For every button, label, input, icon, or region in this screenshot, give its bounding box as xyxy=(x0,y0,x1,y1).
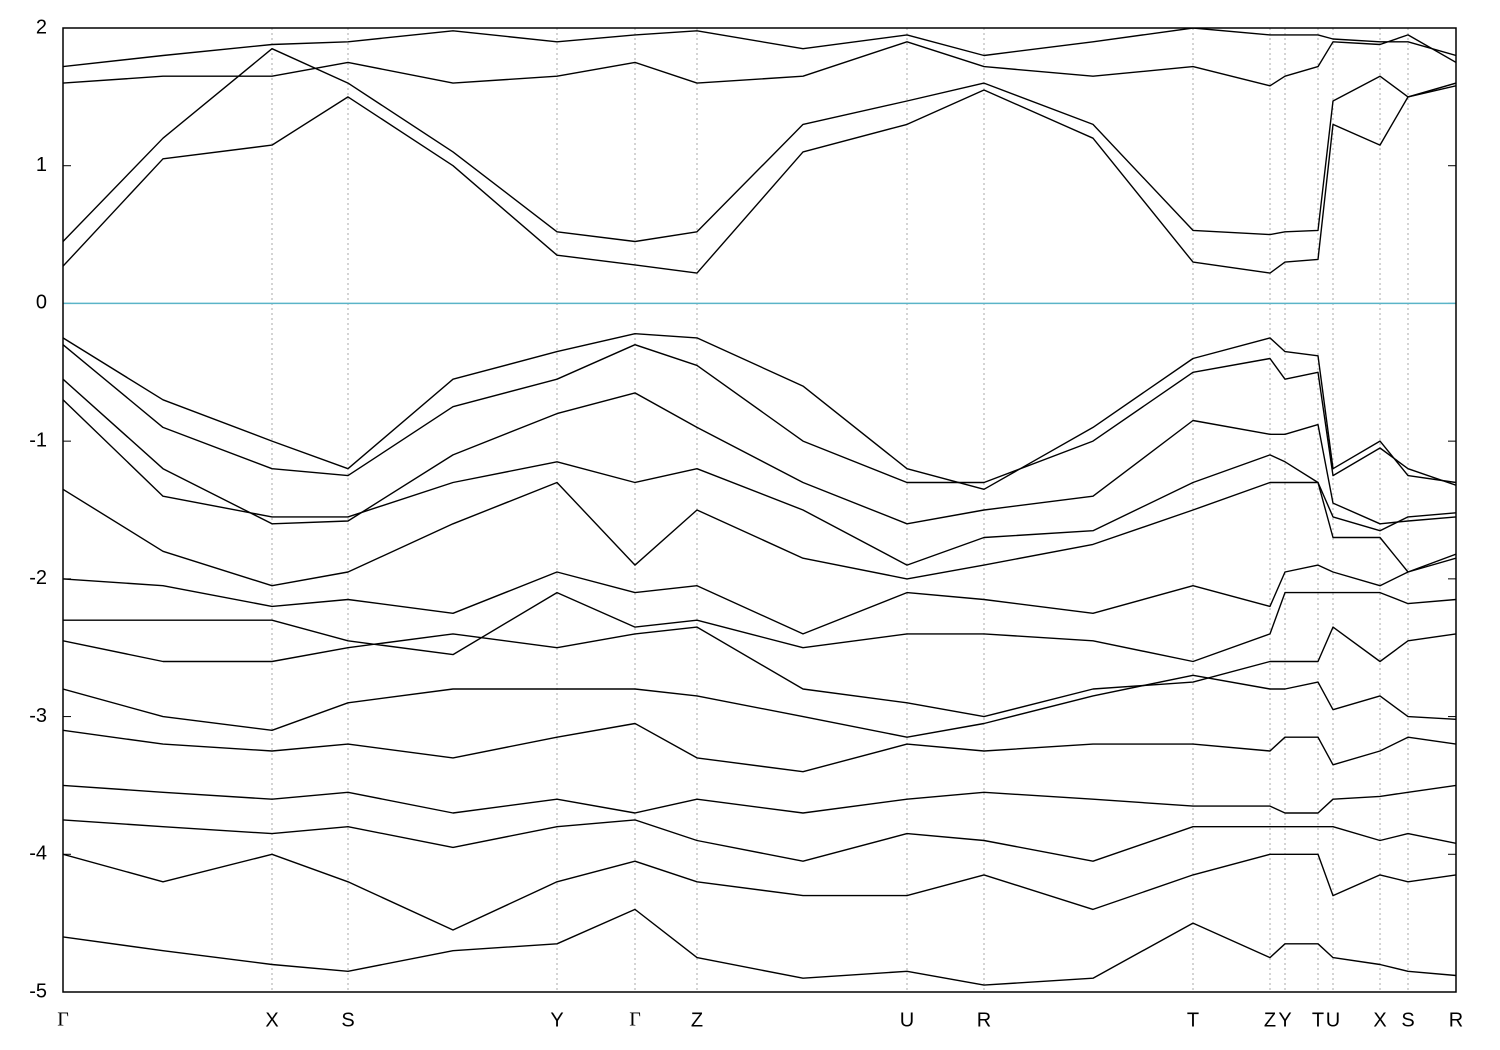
band-line xyxy=(63,481,1456,587)
band-line xyxy=(63,344,1456,486)
y-tick-label: -4 xyxy=(29,843,47,865)
x-tick-label: Γ xyxy=(57,1009,69,1031)
band-line xyxy=(63,853,1456,931)
band-line xyxy=(63,784,1456,814)
plot-frame xyxy=(62,27,1457,993)
x-tick-label: R xyxy=(1449,1009,1463,1031)
y-tick-label: 2 xyxy=(36,16,47,38)
band-line xyxy=(63,85,1456,274)
band-line xyxy=(63,34,1456,87)
x-tick-label: Z xyxy=(691,1009,703,1031)
band-line xyxy=(63,722,1456,773)
x-tick-label: X xyxy=(265,1009,278,1031)
band-line xyxy=(63,674,1456,738)
band-line xyxy=(63,908,1456,986)
x-tick-label: Y xyxy=(550,1009,563,1031)
x-tick-label: Γ xyxy=(629,1009,641,1031)
band-line xyxy=(63,399,1456,566)
y-tick-label: -3 xyxy=(29,705,47,727)
y-tick-label: -5 xyxy=(29,980,47,1002)
x-tick-label: U xyxy=(900,1009,914,1031)
y-tick-label: -1 xyxy=(29,429,47,451)
x-tick-label: S xyxy=(341,1009,354,1031)
band-line xyxy=(63,28,1456,68)
x-tick-label: X xyxy=(1373,1009,1386,1031)
band-line xyxy=(63,819,1456,862)
x-tick-label: Z xyxy=(1264,1009,1276,1031)
band-line xyxy=(63,378,1456,525)
x-tick-label: T xyxy=(1312,1009,1324,1031)
x-tick-label: T xyxy=(1187,1009,1199,1031)
x-tick-label: R xyxy=(977,1009,991,1031)
y-tick-label: -2 xyxy=(29,567,47,589)
x-tick-label: Y xyxy=(1278,1009,1291,1031)
x-tick-label: S xyxy=(1401,1009,1414,1031)
band-line xyxy=(63,626,1456,718)
y-tick-label: 1 xyxy=(36,154,47,176)
band-line xyxy=(63,591,1456,663)
x-tick-label: U xyxy=(1326,1009,1340,1031)
y-tick-label: 0 xyxy=(36,292,47,314)
band-line xyxy=(63,553,1456,635)
band-line xyxy=(63,333,1456,490)
band-line xyxy=(63,48,1456,243)
